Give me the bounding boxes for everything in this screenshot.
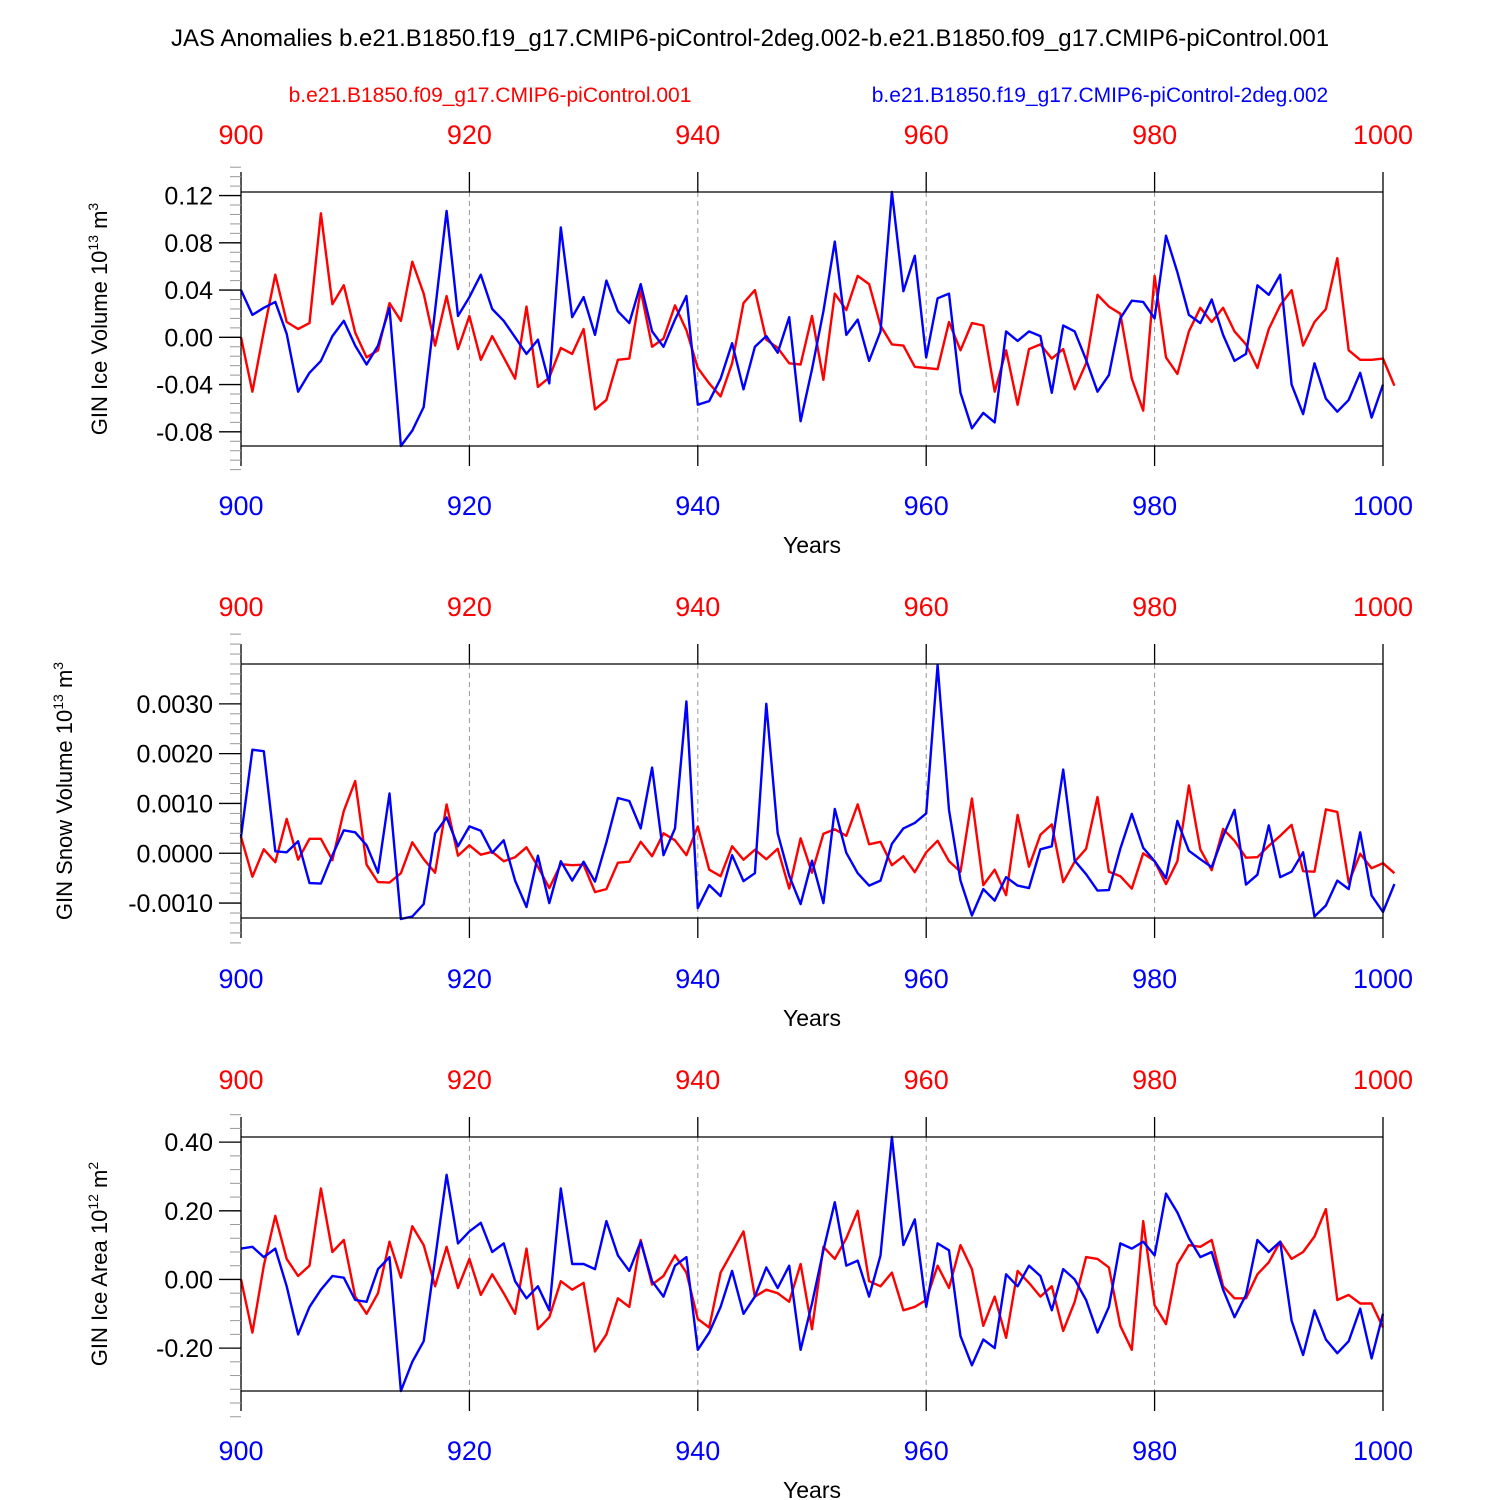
x-tick-label-bottom: 920 (447, 964, 492, 994)
x-tick-label-bottom: 960 (904, 964, 949, 994)
x-tick-label-bottom: 940 (675, 1436, 720, 1466)
x-tick-label-top: 1000 (1353, 120, 1413, 150)
x-tick-label-top: 900 (218, 1065, 263, 1095)
series-line-red (239, 1187, 1385, 1353)
series-line-red (239, 212, 1396, 412)
y-tick-label: 0.40 (164, 1129, 213, 1157)
y-axis-title: GIN Ice Area 1012 m2 (85, 1162, 112, 1367)
y-axis-title-part: m (52, 670, 77, 694)
y-tick-label: 0.12 (164, 183, 213, 211)
y-tick-label: 0.0030 (137, 691, 213, 719)
x-tick-label-bottom: 1000 (1353, 491, 1413, 521)
x-tick-label-top: 1000 (1353, 1065, 1413, 1095)
y-axis-title-part: m (87, 211, 112, 235)
x-tick-label-top: 980 (1132, 1065, 1177, 1095)
series-line-red (239, 779, 1396, 897)
y-tick-label: -0.20 (156, 1335, 213, 1363)
series-line-blue (239, 663, 1396, 921)
y-axis-title-part: GIN Ice Volume 10 (87, 251, 112, 436)
x-tick-label-bottom: 980 (1132, 964, 1177, 994)
chart-panels: -0.08 -0.04 0.00 0.04 0.08 0.12 900 900 920 920 94… (50, 120, 1413, 1500)
x-tick-label-bottom: 1000 (1353, 964, 1413, 994)
panel-snow-volume: -0.0010 0.0000 0.0010 0.0020 0.0030 900 900 920… (50, 592, 1413, 1031)
y-axis-title-part: 12 (85, 1194, 101, 1210)
y-tick-label: 0.0020 (137, 741, 213, 769)
x-tick-label-bottom: 980 (1132, 1436, 1177, 1466)
y-tick-label: 0.04 (164, 277, 213, 305)
x-tick-label-top: 960 (904, 592, 949, 622)
y-tick-label: 0.00 (164, 324, 213, 352)
series-line-blue (239, 190, 1385, 448)
y-axis-title-part: GIN Snow Volume 10 (52, 710, 77, 920)
x-tick-label-top: 900 (218, 120, 263, 150)
y-tick-label: 0.0000 (137, 840, 213, 868)
x-tick-label-top: 920 (447, 1065, 492, 1095)
x-tick-label-top: 980 (1132, 592, 1177, 622)
series-line-blue (240, 1135, 1385, 1393)
legend-red-label: b.e21.B1850.f09_g17.CMIP6-piControl.001 (289, 84, 692, 107)
x-tick-label-top: 940 (675, 1065, 720, 1095)
x-tick-label-bottom: 900 (218, 964, 263, 994)
x-tick-label-bottom: 940 (675, 964, 720, 994)
x-tick-label-top: 960 (904, 1065, 949, 1095)
x-tick-label-bottom: 920 (447, 1436, 492, 1466)
y-tick-label: -0.08 (156, 419, 213, 447)
y-axis-title-part: 13 (50, 694, 66, 710)
x-tick-label-bottom: 1000 (1353, 1436, 1413, 1466)
x-tick-label-top: 980 (1132, 120, 1177, 150)
x-tick-label-top: 1000 (1353, 592, 1413, 622)
x-tick-label-top: 900 (218, 592, 263, 622)
x-tick-label-top: 920 (447, 592, 492, 622)
y-tick-label: 0.0010 (137, 790, 213, 818)
x-tick-label-bottom: 900 (218, 1436, 263, 1466)
x-tick-label-bottom: 940 (675, 491, 720, 521)
y-axis-title: GIN Ice Volume 1013 m3 (85, 203, 112, 436)
panel-ice-volume: -0.08 -0.04 0.00 0.04 0.08 0.12 900 900 920 920 94… (85, 120, 1413, 558)
y-tick-label: -0.0010 (128, 890, 213, 918)
y-tick-label: 0.00 (164, 1266, 213, 1294)
y-axis-title: GIN Snow Volume 1013 m3 (50, 662, 77, 920)
x-axis-title: Years (783, 532, 841, 558)
x-axis-title: Years (783, 1005, 841, 1031)
x-tick-label-top: 960 (904, 120, 949, 150)
y-axis-title-part: 13 (85, 235, 101, 251)
x-tick-label-bottom: 920 (447, 491, 492, 521)
x-tick-label-bottom: 900 (218, 491, 263, 521)
y-axis-title-part: 2 (85, 1162, 101, 1170)
x-tick-label-top: 940 (675, 120, 720, 150)
y-tick-label: 0.08 (164, 230, 213, 258)
y-axis-title-part: 3 (50, 662, 66, 670)
x-tick-label-bottom: 960 (904, 491, 949, 521)
x-axis-title: Years (783, 1477, 841, 1500)
x-tick-label-top: 940 (675, 592, 720, 622)
y-axis-title-part: m (87, 1170, 112, 1194)
figure-title: JAS Anomalies b.e21.B1850.f19_g17.CMIP6-… (171, 25, 1329, 52)
x-tick-label-top: 920 (447, 120, 492, 150)
y-tick-label: -0.04 (156, 372, 213, 400)
x-tick-label-bottom: 960 (904, 1436, 949, 1466)
y-axis-title-part: GIN Ice Area 10 (87, 1210, 112, 1367)
x-tick-label-bottom: 980 (1132, 491, 1177, 521)
y-tick-label: 0.20 (164, 1198, 213, 1226)
panel-ice-area: -0.20 0.00 0.20 0.40 900 900 920 920 940 940 960 96… (85, 1065, 1413, 1500)
legend-blue-label: b.e21.B1850.f19_g17.CMIP6-piControl-2deg… (872, 84, 1328, 107)
y-axis-title-part: 3 (85, 203, 101, 211)
